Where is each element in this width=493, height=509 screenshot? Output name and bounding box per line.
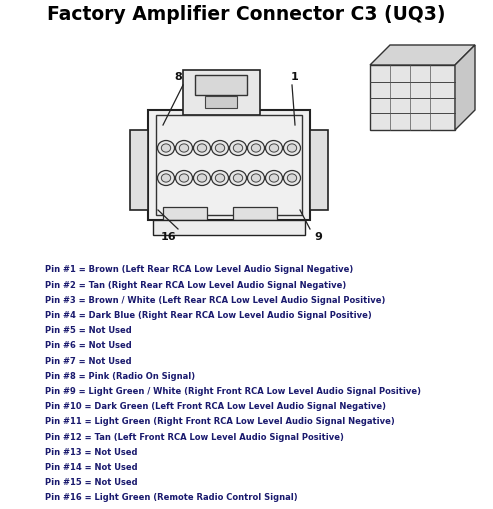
Text: Pin #3 = Brown / White (Left Rear RCA Low Level Audio Signal Positive): Pin #3 = Brown / White (Left Rear RCA Lo…	[45, 296, 386, 305]
Ellipse shape	[266, 140, 282, 156]
Ellipse shape	[161, 144, 171, 152]
Ellipse shape	[283, 140, 301, 156]
Text: Pin #16 = Light Green (Remote Radio Control Signal): Pin #16 = Light Green (Remote Radio Cont…	[45, 494, 298, 502]
Ellipse shape	[157, 171, 175, 185]
Ellipse shape	[266, 171, 282, 185]
Ellipse shape	[161, 174, 171, 182]
Bar	[205, 96, 237, 108]
Ellipse shape	[230, 140, 246, 156]
Ellipse shape	[230, 171, 246, 185]
Ellipse shape	[283, 171, 301, 185]
Text: 9: 9	[314, 232, 322, 242]
Text: Pin #4 = Dark Blue (Right Rear RCA Low Level Audio Signal Positive): Pin #4 = Dark Blue (Right Rear RCA Low L…	[45, 311, 372, 320]
Text: Pin #6 = Not Used: Pin #6 = Not Used	[45, 342, 132, 351]
Ellipse shape	[211, 171, 228, 185]
Text: Pin #8 = Pink (Radio On Signal): Pin #8 = Pink (Radio On Signal)	[45, 372, 195, 381]
Ellipse shape	[269, 174, 279, 182]
Ellipse shape	[193, 140, 211, 156]
Ellipse shape	[251, 144, 261, 152]
Text: Pin #15 = Not Used: Pin #15 = Not Used	[45, 478, 138, 487]
Bar	[183, 70, 260, 115]
Ellipse shape	[197, 144, 207, 152]
Ellipse shape	[251, 174, 261, 182]
Text: Pin #11 = Light Green (Right Front RCA Low Level Audio Signal Negative): Pin #11 = Light Green (Right Front RCA L…	[45, 417, 395, 427]
Text: Pin #5 = Not Used: Pin #5 = Not Used	[45, 326, 132, 335]
Text: Pin #2 = Tan (Right Rear RCA Low Level Audio Signal Negative): Pin #2 = Tan (Right Rear RCA Low Level A…	[45, 280, 346, 290]
Ellipse shape	[197, 174, 207, 182]
Polygon shape	[455, 45, 475, 130]
Text: Factory Amplifier Connector C3 (UQ3): Factory Amplifier Connector C3 (UQ3)	[47, 5, 446, 24]
Bar	[130, 130, 148, 210]
Ellipse shape	[179, 144, 189, 152]
Ellipse shape	[176, 140, 192, 156]
Bar	[163, 207, 207, 220]
Text: 1: 1	[291, 72, 299, 82]
Ellipse shape	[269, 144, 279, 152]
Ellipse shape	[193, 171, 211, 185]
Text: 8: 8	[174, 72, 182, 82]
Text: Pin #10 = Dark Green (Left Front RCA Low Level Audio Signal Negative): Pin #10 = Dark Green (Left Front RCA Low…	[45, 402, 386, 411]
Bar	[153, 220, 305, 235]
Text: Pin #13 = Not Used: Pin #13 = Not Used	[45, 448, 138, 457]
Ellipse shape	[215, 144, 225, 152]
Ellipse shape	[157, 140, 175, 156]
Bar	[310, 130, 328, 210]
Bar	[370, 65, 455, 130]
Ellipse shape	[247, 140, 265, 156]
Bar	[233, 207, 277, 220]
Text: Pin #9 = Light Green / White (Right Front RCA Low Level Audio Signal Positive): Pin #9 = Light Green / White (Right Fron…	[45, 387, 421, 396]
Text: 16: 16	[160, 232, 176, 242]
Text: Pin #1 = Brown (Left Rear RCA Low Level Audio Signal Negative): Pin #1 = Brown (Left Rear RCA Low Level …	[45, 266, 353, 274]
Ellipse shape	[233, 174, 243, 182]
Ellipse shape	[287, 174, 297, 182]
Ellipse shape	[247, 171, 265, 185]
Ellipse shape	[211, 140, 228, 156]
Ellipse shape	[176, 171, 192, 185]
Ellipse shape	[179, 174, 189, 182]
Ellipse shape	[287, 144, 297, 152]
Bar	[156, 115, 302, 215]
Ellipse shape	[233, 144, 243, 152]
Bar	[148, 110, 310, 220]
Text: Pin #12 = Tan (Left Front RCA Low Level Audio Signal Positive): Pin #12 = Tan (Left Front RCA Low Level …	[45, 433, 344, 442]
Polygon shape	[370, 45, 475, 65]
Ellipse shape	[215, 174, 225, 182]
Text: Pin #14 = Not Used: Pin #14 = Not Used	[45, 463, 138, 472]
Bar	[195, 75, 247, 95]
Text: Pin #7 = Not Used: Pin #7 = Not Used	[45, 357, 132, 365]
